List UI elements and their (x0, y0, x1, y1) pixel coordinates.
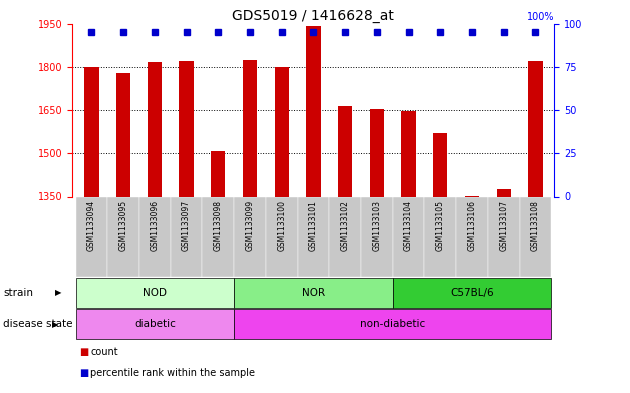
Bar (275, 67, 289, 196)
Bar (234, 278, 392, 308)
Text: GSM1133108: GSM1133108 (531, 200, 540, 251)
Bar (401, 112, 416, 196)
Text: non-diabetic: non-diabetic (360, 319, 425, 329)
Bar (171, 196, 202, 277)
Bar (202, 196, 234, 277)
Bar (425, 196, 456, 277)
Bar (266, 196, 297, 277)
Text: GSM1133102: GSM1133102 (341, 200, 350, 251)
Bar (520, 196, 551, 277)
Bar (456, 196, 488, 277)
Bar (370, 108, 384, 196)
Text: ■: ■ (79, 368, 88, 378)
Text: GSM1133095: GSM1133095 (118, 200, 128, 251)
Bar (496, 189, 511, 196)
Text: diabetic: diabetic (134, 319, 176, 329)
Text: GSM1133099: GSM1133099 (246, 200, 255, 251)
Text: count: count (90, 347, 118, 357)
Bar (338, 106, 352, 196)
Text: C57BL/6: C57BL/6 (450, 288, 494, 298)
Text: GSM1133103: GSM1133103 (372, 200, 381, 251)
Bar (329, 196, 361, 277)
Bar (234, 196, 266, 277)
Text: GSM1133106: GSM1133106 (467, 200, 476, 251)
Bar (392, 196, 425, 277)
Bar (433, 132, 447, 196)
Text: GSM1133101: GSM1133101 (309, 200, 318, 251)
Text: GSM1133107: GSM1133107 (499, 200, 508, 251)
Bar (297, 196, 329, 277)
Bar (84, 67, 99, 196)
Bar (148, 62, 162, 196)
Text: GSM1133105: GSM1133105 (436, 200, 445, 251)
Text: ▶: ▶ (55, 288, 62, 297)
Bar (488, 196, 520, 277)
Text: percentile rank within the sample: percentile rank within the sample (90, 368, 255, 378)
Text: NOR: NOR (302, 288, 325, 298)
Bar (243, 61, 257, 196)
Text: GSM1133104: GSM1133104 (404, 200, 413, 251)
Text: GSM1133100: GSM1133100 (277, 200, 286, 251)
Text: ■: ■ (79, 347, 88, 357)
Bar (139, 196, 171, 277)
Bar (76, 278, 234, 308)
Text: ▶: ▶ (52, 320, 58, 329)
Bar (76, 196, 107, 277)
Title: GDS5019 / 1416628_at: GDS5019 / 1416628_at (232, 9, 394, 22)
Bar (392, 278, 551, 308)
Text: GSM1133096: GSM1133096 (151, 200, 159, 251)
Text: disease state: disease state (3, 319, 72, 329)
Text: GSM1133097: GSM1133097 (182, 200, 191, 251)
Text: strain: strain (3, 288, 33, 298)
Bar (180, 61, 194, 196)
Text: GSM1133094: GSM1133094 (87, 200, 96, 251)
Bar (361, 196, 392, 277)
Bar (234, 309, 551, 339)
Bar (107, 196, 139, 277)
Text: 100%: 100% (527, 12, 554, 22)
Text: GSM1133098: GSM1133098 (214, 200, 223, 251)
Bar (116, 73, 130, 196)
Bar (528, 61, 542, 196)
Bar (306, 26, 321, 196)
Bar (211, 151, 226, 196)
Bar (76, 309, 234, 339)
Text: NOD: NOD (143, 288, 167, 298)
